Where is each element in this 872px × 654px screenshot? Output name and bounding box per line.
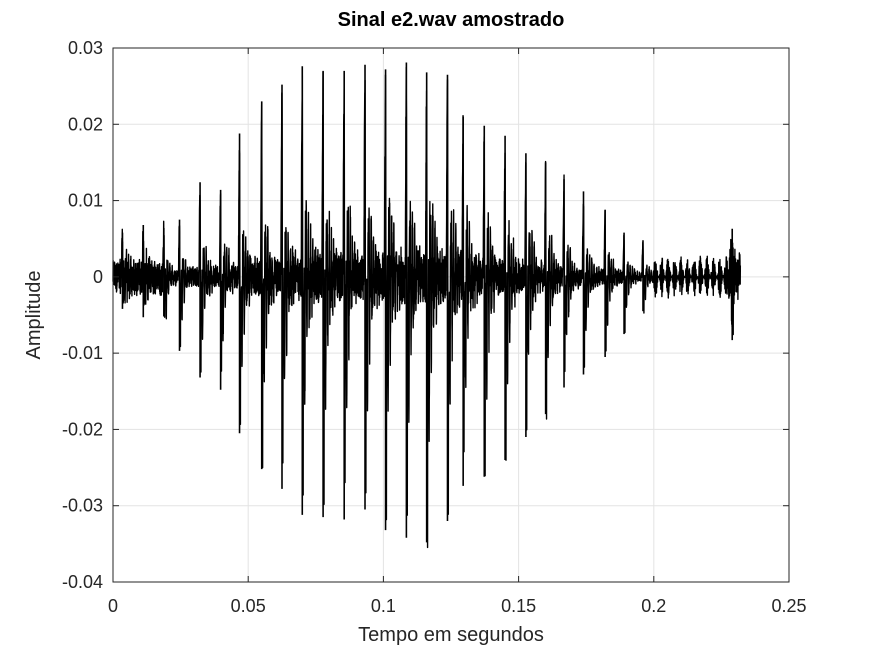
y-axis-label: Amplitude xyxy=(23,271,45,360)
x-tick-label: 0.2 xyxy=(641,596,666,616)
x-tick-label: 0.25 xyxy=(771,596,806,616)
y-tick-label: 0.03 xyxy=(68,38,103,58)
grid-lines xyxy=(113,48,789,582)
x-tick-label: 0.05 xyxy=(231,596,266,616)
y-tick-label: 0.02 xyxy=(68,114,103,134)
x-tick-label: 0 xyxy=(108,596,118,616)
x-tick-labels: 0 0.05 0.1 0.15 0.2 0.25 xyxy=(108,596,807,616)
y-tick-label: 0 xyxy=(93,267,103,287)
y-tick-label: -0.03 xyxy=(62,496,103,516)
y-tick-label: -0.01 xyxy=(62,343,103,363)
y-tick-label: -0.02 xyxy=(62,419,103,439)
x-tick-label: 0.1 xyxy=(371,596,396,616)
y-tick-label: 0.01 xyxy=(68,191,103,211)
signal-waveform xyxy=(112,62,742,549)
x-axis-label: Tempo em segundos xyxy=(358,624,544,646)
chart-title: Sinal e2.wav amostrado xyxy=(338,9,565,31)
axis-ticks xyxy=(112,47,790,583)
plot-area-frame xyxy=(112,47,790,583)
y-tick-labels: -0.04 -0.03 -0.02 -0.01 0 0.01 0.02 0.03 xyxy=(62,38,103,592)
y-tick-label: -0.04 xyxy=(62,572,103,592)
x-tick-label: 0.15 xyxy=(501,596,536,616)
